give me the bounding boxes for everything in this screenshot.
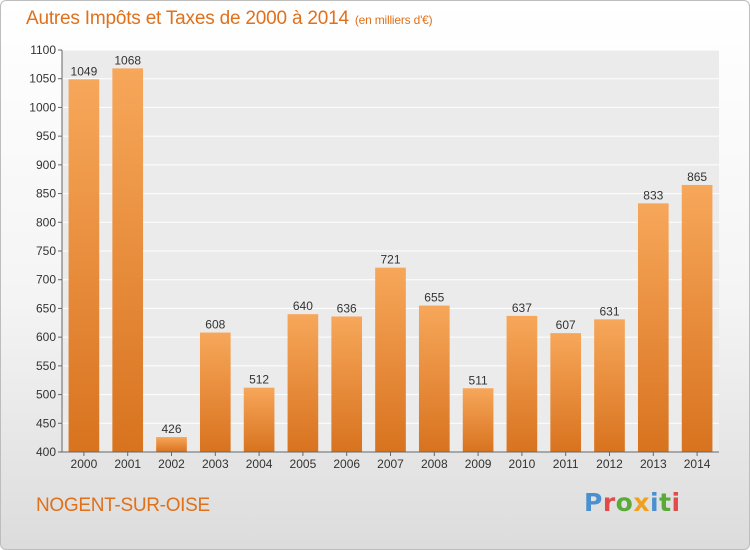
bar-2012 bbox=[594, 319, 625, 452]
logo-letter-3: o bbox=[615, 488, 634, 517]
logo-letter-4: x bbox=[633, 488, 650, 517]
y-tick-label: 800 bbox=[36, 215, 56, 229]
bar-value-label: 636 bbox=[337, 301, 357, 315]
y-tick-label: 650 bbox=[36, 301, 56, 315]
bar-2005 bbox=[287, 314, 319, 452]
bar-value-label: 426 bbox=[161, 422, 181, 436]
bar-2000 bbox=[68, 79, 100, 452]
logo-letter-6: t bbox=[659, 488, 672, 517]
bar-value-label: 721 bbox=[380, 253, 400, 267]
bar-value-label: 608 bbox=[205, 318, 225, 332]
bar-2003 bbox=[199, 332, 231, 452]
x-tick-label: 2011 bbox=[553, 457, 579, 471]
y-tick-label: 900 bbox=[36, 158, 56, 172]
bar-value-label: 512 bbox=[249, 373, 269, 387]
commune-name: NOGENT-SUR-OISE bbox=[36, 495, 210, 516]
x-tick-label: 2008 bbox=[421, 457, 448, 471]
x-tick-label: 2010 bbox=[509, 457, 536, 471]
y-tick-label: 750 bbox=[36, 244, 56, 258]
bar-value-label: 637 bbox=[512, 301, 532, 315]
x-tick-label: 2007 bbox=[377, 457, 404, 471]
bar-2001 bbox=[112, 68, 144, 453]
x-tick-label: 2004 bbox=[246, 457, 273, 471]
x-tick-label: 2013 bbox=[640, 457, 667, 471]
bar-2014 bbox=[681, 184, 713, 452]
y-tick-label: 550 bbox=[36, 359, 56, 373]
chart-subtitle: (en milliers d'€) bbox=[354, 13, 433, 27]
bar-2007 bbox=[375, 267, 406, 452]
bar-value-label: 833 bbox=[643, 188, 663, 202]
y-tick-label: 400 bbox=[36, 445, 56, 459]
x-tick-label: 2006 bbox=[333, 457, 360, 471]
x-tick-label: 2001 bbox=[114, 457, 141, 471]
bar-value-label: 631 bbox=[599, 304, 619, 318]
logo-letter-2: r bbox=[602, 488, 616, 517]
bar-value-label: 640 bbox=[293, 299, 313, 313]
x-tick-label: 2012 bbox=[596, 457, 623, 471]
y-tick-label: 950 bbox=[36, 129, 56, 143]
x-tick-label: 2003 bbox=[202, 457, 229, 471]
bar-2010 bbox=[506, 315, 538, 452]
y-tick-label: 450 bbox=[36, 416, 56, 430]
y-tick-label: 700 bbox=[36, 273, 56, 287]
chart-title: Autres Impôts et Taxes de 2000 à 2014 (en… bbox=[26, 8, 433, 30]
bar-value-label: 865 bbox=[687, 170, 707, 184]
y-tick-label: 1000 bbox=[29, 100, 56, 114]
bar-value-label: 655 bbox=[424, 291, 444, 305]
y-tick-label: 850 bbox=[36, 187, 56, 201]
bar-value-label: 1068 bbox=[114, 53, 141, 67]
logo-letter-5: i bbox=[650, 488, 660, 517]
bar-2004 bbox=[243, 387, 275, 452]
bar-2013 bbox=[637, 203, 669, 452]
y-tick-label: 1100 bbox=[30, 43, 56, 57]
bar-2002 bbox=[156, 437, 187, 452]
bar-value-label: 1049 bbox=[71, 64, 98, 78]
x-tick-label: 2000 bbox=[71, 457, 98, 471]
proxiti-logo: Proxiti bbox=[584, 488, 681, 517]
logo-letter-1: P bbox=[584, 488, 603, 517]
bar-2011 bbox=[550, 333, 582, 452]
y-tick-label: 600 bbox=[36, 330, 56, 344]
bar-2009 bbox=[462, 388, 494, 452]
logo-letter-7: i bbox=[671, 488, 681, 517]
x-tick-label: 2002 bbox=[158, 457, 185, 471]
bar-value-label: 511 bbox=[469, 373, 488, 387]
x-tick-label: 2009 bbox=[465, 457, 492, 471]
y-tick-label: 500 bbox=[36, 388, 56, 402]
bar-2006 bbox=[331, 316, 363, 452]
x-tick-label: 2005 bbox=[290, 457, 317, 471]
y-tick-label: 1050 bbox=[29, 72, 56, 86]
bar-2008 bbox=[418, 305, 450, 452]
chart-title-text: Autres Impôts et Taxes de 2000 à 2014 bbox=[26, 8, 349, 29]
x-tick-label: 2014 bbox=[684, 457, 711, 471]
bar-value-label: 607 bbox=[556, 318, 576, 332]
